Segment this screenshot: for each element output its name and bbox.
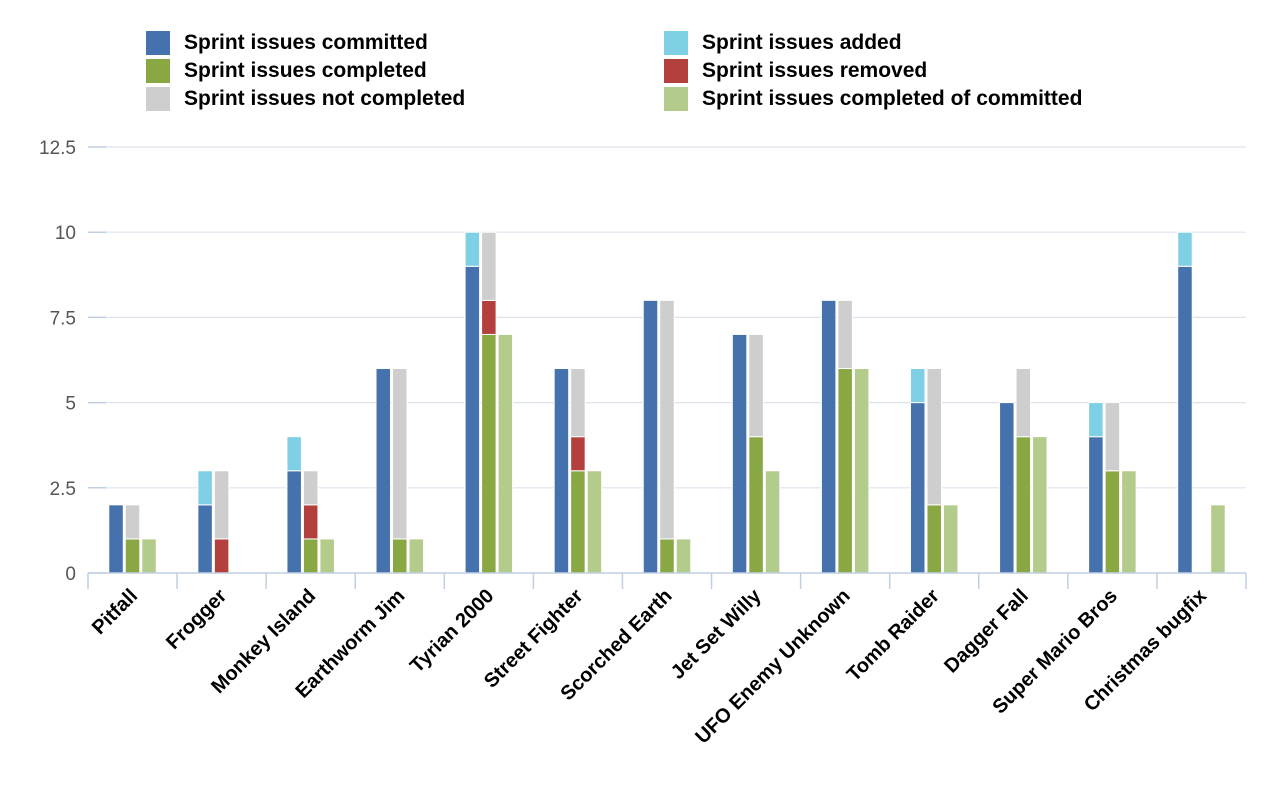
- bar-sprint-issues-completed-tomb-raider[interactable]: [926, 504, 942, 574]
- legend-item-completed[interactable]: Sprint issues completed: [146, 58, 427, 84]
- x-tick-label-tyrian-2000: Tyrian 2000: [406, 585, 498, 677]
- y-tick-label: 2.5: [50, 479, 76, 500]
- bar-sprint-issues-committed-dagger-fall[interactable]: [999, 402, 1015, 574]
- bar-sprint-issues-added-tyrian-2000[interactable]: [464, 231, 481, 267]
- legend-label-committed: Sprint issues committed: [184, 31, 428, 54]
- y-tick-label: 10: [55, 223, 76, 244]
- bar-sprint-issues-not-completed-tomb-raider[interactable]: [926, 368, 942, 506]
- x-tick-label-frogger: Frogger: [162, 585, 231, 654]
- y-axis-ticks: 0 2.5 5 7.5 10 12.5: [39, 138, 106, 585]
- bar-sprint-issues-completed-jet-set-willy[interactable]: [748, 436, 764, 574]
- legend-label-completed-of-committed: Sprint issues completed of committed: [702, 87, 1083, 110]
- bar-sprint-issues-added-tomb-raider[interactable]: [909, 368, 926, 404]
- bar-sprint-issues-removed-monkey-island[interactable]: [302, 504, 319, 540]
- bar-sprint-issues-not-completed-earthworm-jim[interactable]: [392, 368, 408, 540]
- x-tick-label-jet-set-willy: Jet Set Willy: [667, 584, 766, 683]
- bar-sprint-issues-committed-tyrian-2000[interactable]: [464, 265, 481, 574]
- legend-label-not-completed: Sprint issues not completed: [184, 87, 466, 110]
- bar-sprint-issues-completed-of-committed-ufo-enemy-unknown[interactable]: [853, 368, 870, 574]
- legend-label-completed: Sprint issues completed: [184, 59, 427, 82]
- bar-sprint-issues-committed-ufo-enemy-unknown[interactable]: [820, 299, 837, 574]
- bar-sprint-issues-added-super-mario-bros[interactable]: [1088, 402, 1104, 438]
- bar-sprint-issues-not-completed-frogger[interactable]: [213, 470, 230, 540]
- legend-swatch-not-completed: [146, 87, 170, 111]
- bar-sprint-issues-not-completed-tyrian-2000[interactable]: [481, 231, 497, 301]
- bar-sprint-issues-completed-of-committed-dagger-fall[interactable]: [1032, 436, 1048, 574]
- bar-sprint-issues-completed-super-mario-bros[interactable]: [1104, 470, 1121, 574]
- legend-item-not-completed[interactable]: Sprint issues not completed: [146, 86, 465, 112]
- bar-sprint-issues-added-monkey-island[interactable]: [286, 436, 302, 472]
- legend-swatch-added: [664, 31, 688, 55]
- bar-sprint-issues-completed-of-committed-street-fighter[interactable]: [586, 470, 603, 574]
- x-axis: [87, 572, 1247, 589]
- bar-sprint-issues-committed-scorched-earth[interactable]: [642, 299, 659, 574]
- legend-item-completed-of-committed[interactable]: Sprint issues completed of committed: [664, 86, 1082, 112]
- bar-sprint-issues-not-completed-dagger-fall[interactable]: [1015, 368, 1032, 438]
- x-tick-label-ufo-enemy-unknown: UFO Enemy Unknown: [691, 585, 854, 748]
- x-tick-label-pitfall: Pitfall: [88, 585, 142, 639]
- bar-sprint-issues-not-completed-monkey-island[interactable]: [302, 470, 319, 506]
- bar-sprint-issues-completed-dagger-fall[interactable]: [1015, 436, 1032, 574]
- legend-label-added: Sprint issues added: [702, 31, 902, 54]
- x-tick-label-tomb-raider: Tomb Raider: [843, 585, 944, 686]
- legend-item-removed[interactable]: Sprint issues removed: [664, 58, 927, 84]
- bar-sprint-issues-committed-tomb-raider[interactable]: [909, 402, 926, 574]
- bar-sprint-issues-completed-of-committed-christmas-bugfix[interactable]: [1210, 504, 1226, 574]
- bar-sprint-issues-committed-earthworm-jim[interactable]: [375, 368, 392, 574]
- bar-sprint-issues-not-completed-super-mario-bros[interactable]: [1104, 402, 1121, 472]
- bar-sprint-issues-committed-super-mario-bros[interactable]: [1088, 436, 1104, 574]
- bar-sprint-issues-completed-earthworm-jim[interactable]: [392, 538, 408, 574]
- bar-sprint-issues-added-frogger[interactable]: [197, 470, 213, 506]
- y-tick-label: 7.5: [50, 308, 76, 329]
- bar-sprint-issues-removed-street-fighter[interactable]: [570, 436, 586, 472]
- bar-sprint-issues-completed-of-committed-super-mario-bros[interactable]: [1121, 470, 1137, 574]
- bar-sprint-issues-not-completed-scorched-earth[interactable]: [659, 299, 675, 540]
- bar-sprint-issues-completed-of-committed-tyrian-2000[interactable]: [497, 333, 514, 574]
- bar-sprint-issues-committed-frogger[interactable]: [197, 504, 213, 574]
- bar-sprint-issues-committed-jet-set-willy[interactable]: [731, 333, 748, 574]
- bar-sprint-issues-committed-street-fighter[interactable]: [553, 368, 570, 574]
- bar-sprint-issues-completed-street-fighter[interactable]: [570, 470, 586, 574]
- bar-sprint-issues-completed-of-committed-monkey-island[interactable]: [319, 538, 335, 574]
- bar-sprint-issues-not-completed-pitfall[interactable]: [124, 504, 141, 540]
- legend-swatch-removed: [664, 59, 688, 83]
- bar-sprint-issues-removed-tyrian-2000[interactable]: [481, 299, 497, 335]
- bar-sprint-issues-not-completed-street-fighter[interactable]: [570, 368, 586, 438]
- chart-legend: Sprint issues committed Sprint issues ad…: [0, 0, 1280, 120]
- bar-sprint-issues-completed-ufo-enemy-unknown[interactable]: [837, 368, 853, 574]
- bar-sprint-issues-not-completed-jet-set-willy[interactable]: [748, 333, 764, 438]
- legend-label-removed: Sprint issues removed: [702, 59, 928, 82]
- bar-sprint-issues-completed-pitfall[interactable]: [124, 538, 141, 574]
- legend-swatch-committed: [146, 31, 170, 55]
- bar-sprint-issues-completed-scorched-earth[interactable]: [659, 538, 675, 574]
- legend-swatch-completed: [146, 59, 170, 83]
- bar-sprint-issues-completed-of-committed-scorched-earth[interactable]: [675, 538, 692, 574]
- legend-item-added[interactable]: Sprint issues added: [664, 30, 902, 56]
- bar-sprint-issues-completed-of-committed-earthworm-jim[interactable]: [408, 538, 425, 574]
- y-tick-label: 12.5: [39, 138, 76, 159]
- legend-item-committed[interactable]: Sprint issues committed: [146, 30, 428, 56]
- legend-swatch-completed-of-committed: [664, 87, 688, 111]
- bar-sprint-issues-completed-of-committed-jet-set-willy[interactable]: [764, 470, 781, 574]
- bar-sprint-issues-completed-of-committed-tomb-raider[interactable]: [942, 504, 959, 574]
- bar-sprint-issues-completed-tyrian-2000[interactable]: [481, 333, 497, 574]
- bar-sprint-issues-not-completed-ufo-enemy-unknown[interactable]: [837, 299, 853, 370]
- bar-sprint-issues-completed-of-committed-pitfall[interactable]: [141, 538, 157, 574]
- bar-sprint-issues-committed-monkey-island[interactable]: [286, 470, 302, 574]
- bar-sprint-issues-committed-christmas-bugfix[interactable]: [1177, 265, 1193, 574]
- y-tick-label: 5: [65, 394, 76, 415]
- bar-sprint-issues-completed-monkey-island[interactable]: [302, 538, 319, 574]
- x-tick-label-dagger-fall: Dagger Fall: [940, 585, 1033, 678]
- bar-sprint-issues-committed-pitfall[interactable]: [108, 504, 124, 574]
- bar-sprint-issues-added-christmas-bugfix[interactable]: [1177, 231, 1193, 267]
- y-tick-label: 0: [65, 564, 76, 585]
- bar-sprint-issues-removed-frogger[interactable]: [213, 538, 230, 574]
